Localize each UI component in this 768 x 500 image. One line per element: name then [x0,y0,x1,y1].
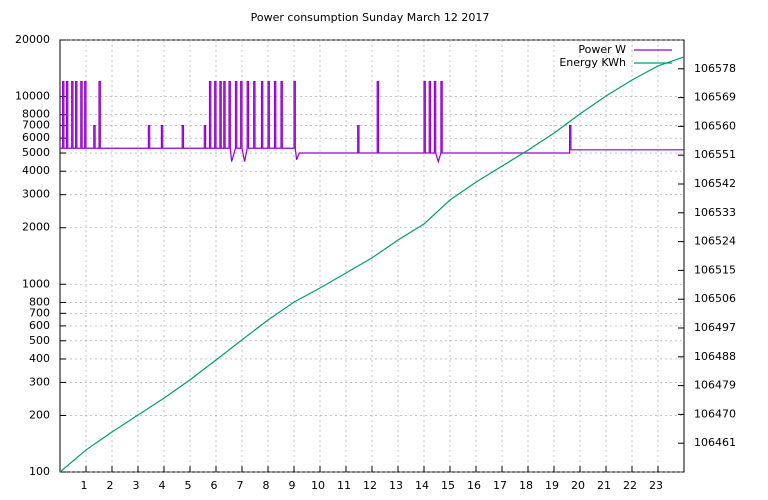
y-tick-label: 600 [29,319,50,332]
y-tick-label: 8000 [22,108,50,121]
y-tick-label: 10000 [15,90,50,103]
x-tick-label: 9 [289,479,296,492]
y-tick-label: 3000 [22,188,50,201]
y2-tick-label: 106506 [694,292,736,305]
x-tick-label: 22 [623,479,637,492]
x-tick-label: 13 [389,479,403,492]
x-tick-label: 6 [211,479,218,492]
y2-tick-label: 106560 [694,119,736,132]
y-tick-label: 200 [29,408,50,421]
y-tick-label: 6000 [22,131,50,144]
x-tick-label: 20 [571,479,585,492]
y-tick-label: 20000 [15,33,50,46]
y2-tick-label: 106551 [694,148,736,161]
y-tick-label: 500 [29,334,50,347]
y-tick-label: 100 [29,465,50,478]
x-tick-label: 19 [545,479,559,492]
x-tick-label: 23 [649,479,663,492]
y-tick-label: 5000 [22,146,50,159]
x-tick-label: 17 [493,479,507,492]
y2-tick-label: 106542 [694,177,736,190]
x-tick-label: 10 [311,479,325,492]
x-tick-label: 14 [415,479,429,492]
y-tick-label: 700 [29,306,50,319]
x-tick-label: 7 [237,479,244,492]
y2-tick-label: 106578 [694,62,736,75]
x-tick-label: 12 [363,479,377,492]
x-tick-label: 2 [107,479,114,492]
y2-tick-label: 106569 [694,91,736,104]
y2-tick-label: 106533 [694,206,736,219]
y-tick-label: 300 [29,375,50,388]
x-tick-label: 4 [159,479,166,492]
x-tick-label: 16 [467,479,481,492]
x-tick-label: 3 [133,479,140,492]
y-tick-label: 4000 [22,164,50,177]
x-tick-label: 11 [337,479,351,492]
y-tick-label: 1000 [22,277,50,290]
y2-tick-label: 106515 [694,263,736,276]
y2-tick-label: 106461 [694,436,736,449]
x-tick-label: 15 [441,479,455,492]
y-tick-label: 400 [29,352,50,365]
legend-label: Energy KWh [559,56,626,69]
x-tick-label: 8 [263,479,270,492]
series-line [59,56,685,473]
y2-tick-label: 106488 [694,350,736,363]
y-tick-label: 800 [29,295,50,308]
x-tick-label: 18 [519,479,533,492]
y2-tick-label: 106470 [694,407,736,420]
y2-tick-label: 106497 [694,321,736,334]
chart-title: Power consumption Sunday March 12 2017 [251,11,490,24]
series-line [60,81,684,164]
y2-tick-label: 106524 [694,235,736,248]
y-tick-label: 7000 [22,119,50,132]
x-tick-label: 5 [185,479,192,492]
x-tick-label: 1 [81,479,88,492]
y2-tick-label: 106479 [694,379,736,392]
legend-label: Power W [578,43,626,56]
x-tick-label: 21 [597,479,611,492]
y-tick-label: 2000 [22,221,50,234]
